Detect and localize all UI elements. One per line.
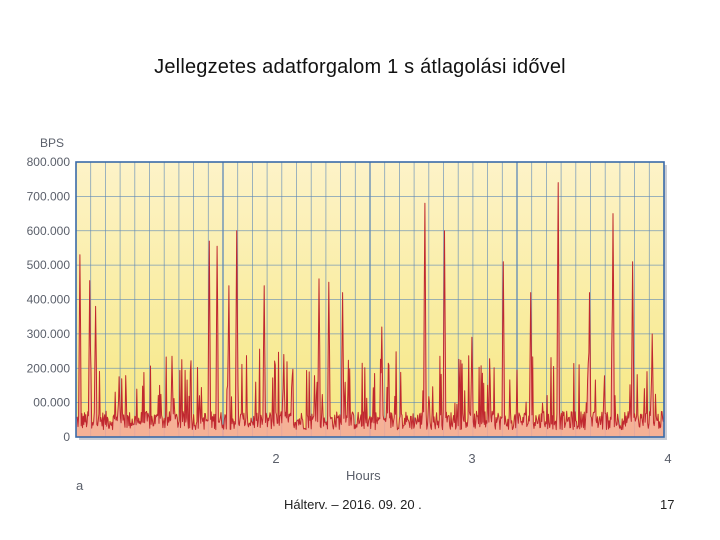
y-tick-label: 500.000 <box>27 258 71 272</box>
y-axis-label: BPS <box>40 136 64 150</box>
x-tick-label: 3 <box>468 451 475 466</box>
slide-page-number: 17 <box>660 497 675 512</box>
y-tick-label: 700.000 <box>27 189 71 203</box>
y-tick-label: 00.000 <box>33 396 70 410</box>
corner-label: a <box>76 478 84 493</box>
y-tick-label: 0 <box>63 430 70 444</box>
series-line <box>75 182 665 431</box>
y-tick-label: 800.000 <box>27 155 71 169</box>
plot-frame <box>75 161 665 438</box>
x-axis-label: Hours <box>346 468 381 483</box>
traffic-series <box>75 182 665 437</box>
gridlines <box>76 162 664 437</box>
slide-title: Jellegzetes adatforgalom 1 s átlagolási … <box>154 56 566 78</box>
y-tick-label: 400.000 <box>27 293 71 307</box>
y-tick-labels: 0 00.000 200.000 300.000 400.000 500.000 600.0… <box>27 155 71 444</box>
y-tick-label: 600.000 <box>27 224 71 238</box>
x-tick-label: 2 <box>272 451 279 466</box>
plot-border <box>75 161 665 438</box>
x-tick-label: 4 <box>664 451 671 466</box>
x-tick-labels: 2 3 4 <box>272 451 671 466</box>
traffic-chart: 0 00.000 200.000 300.000 400.000 500.000 600.0… <box>27 136 672 493</box>
slide-footer: Hálterv. – 2016. 09. 20 . <box>284 497 422 512</box>
y-tick-label: 200.000 <box>27 361 71 375</box>
y-tick-label: 300.000 <box>27 327 71 341</box>
